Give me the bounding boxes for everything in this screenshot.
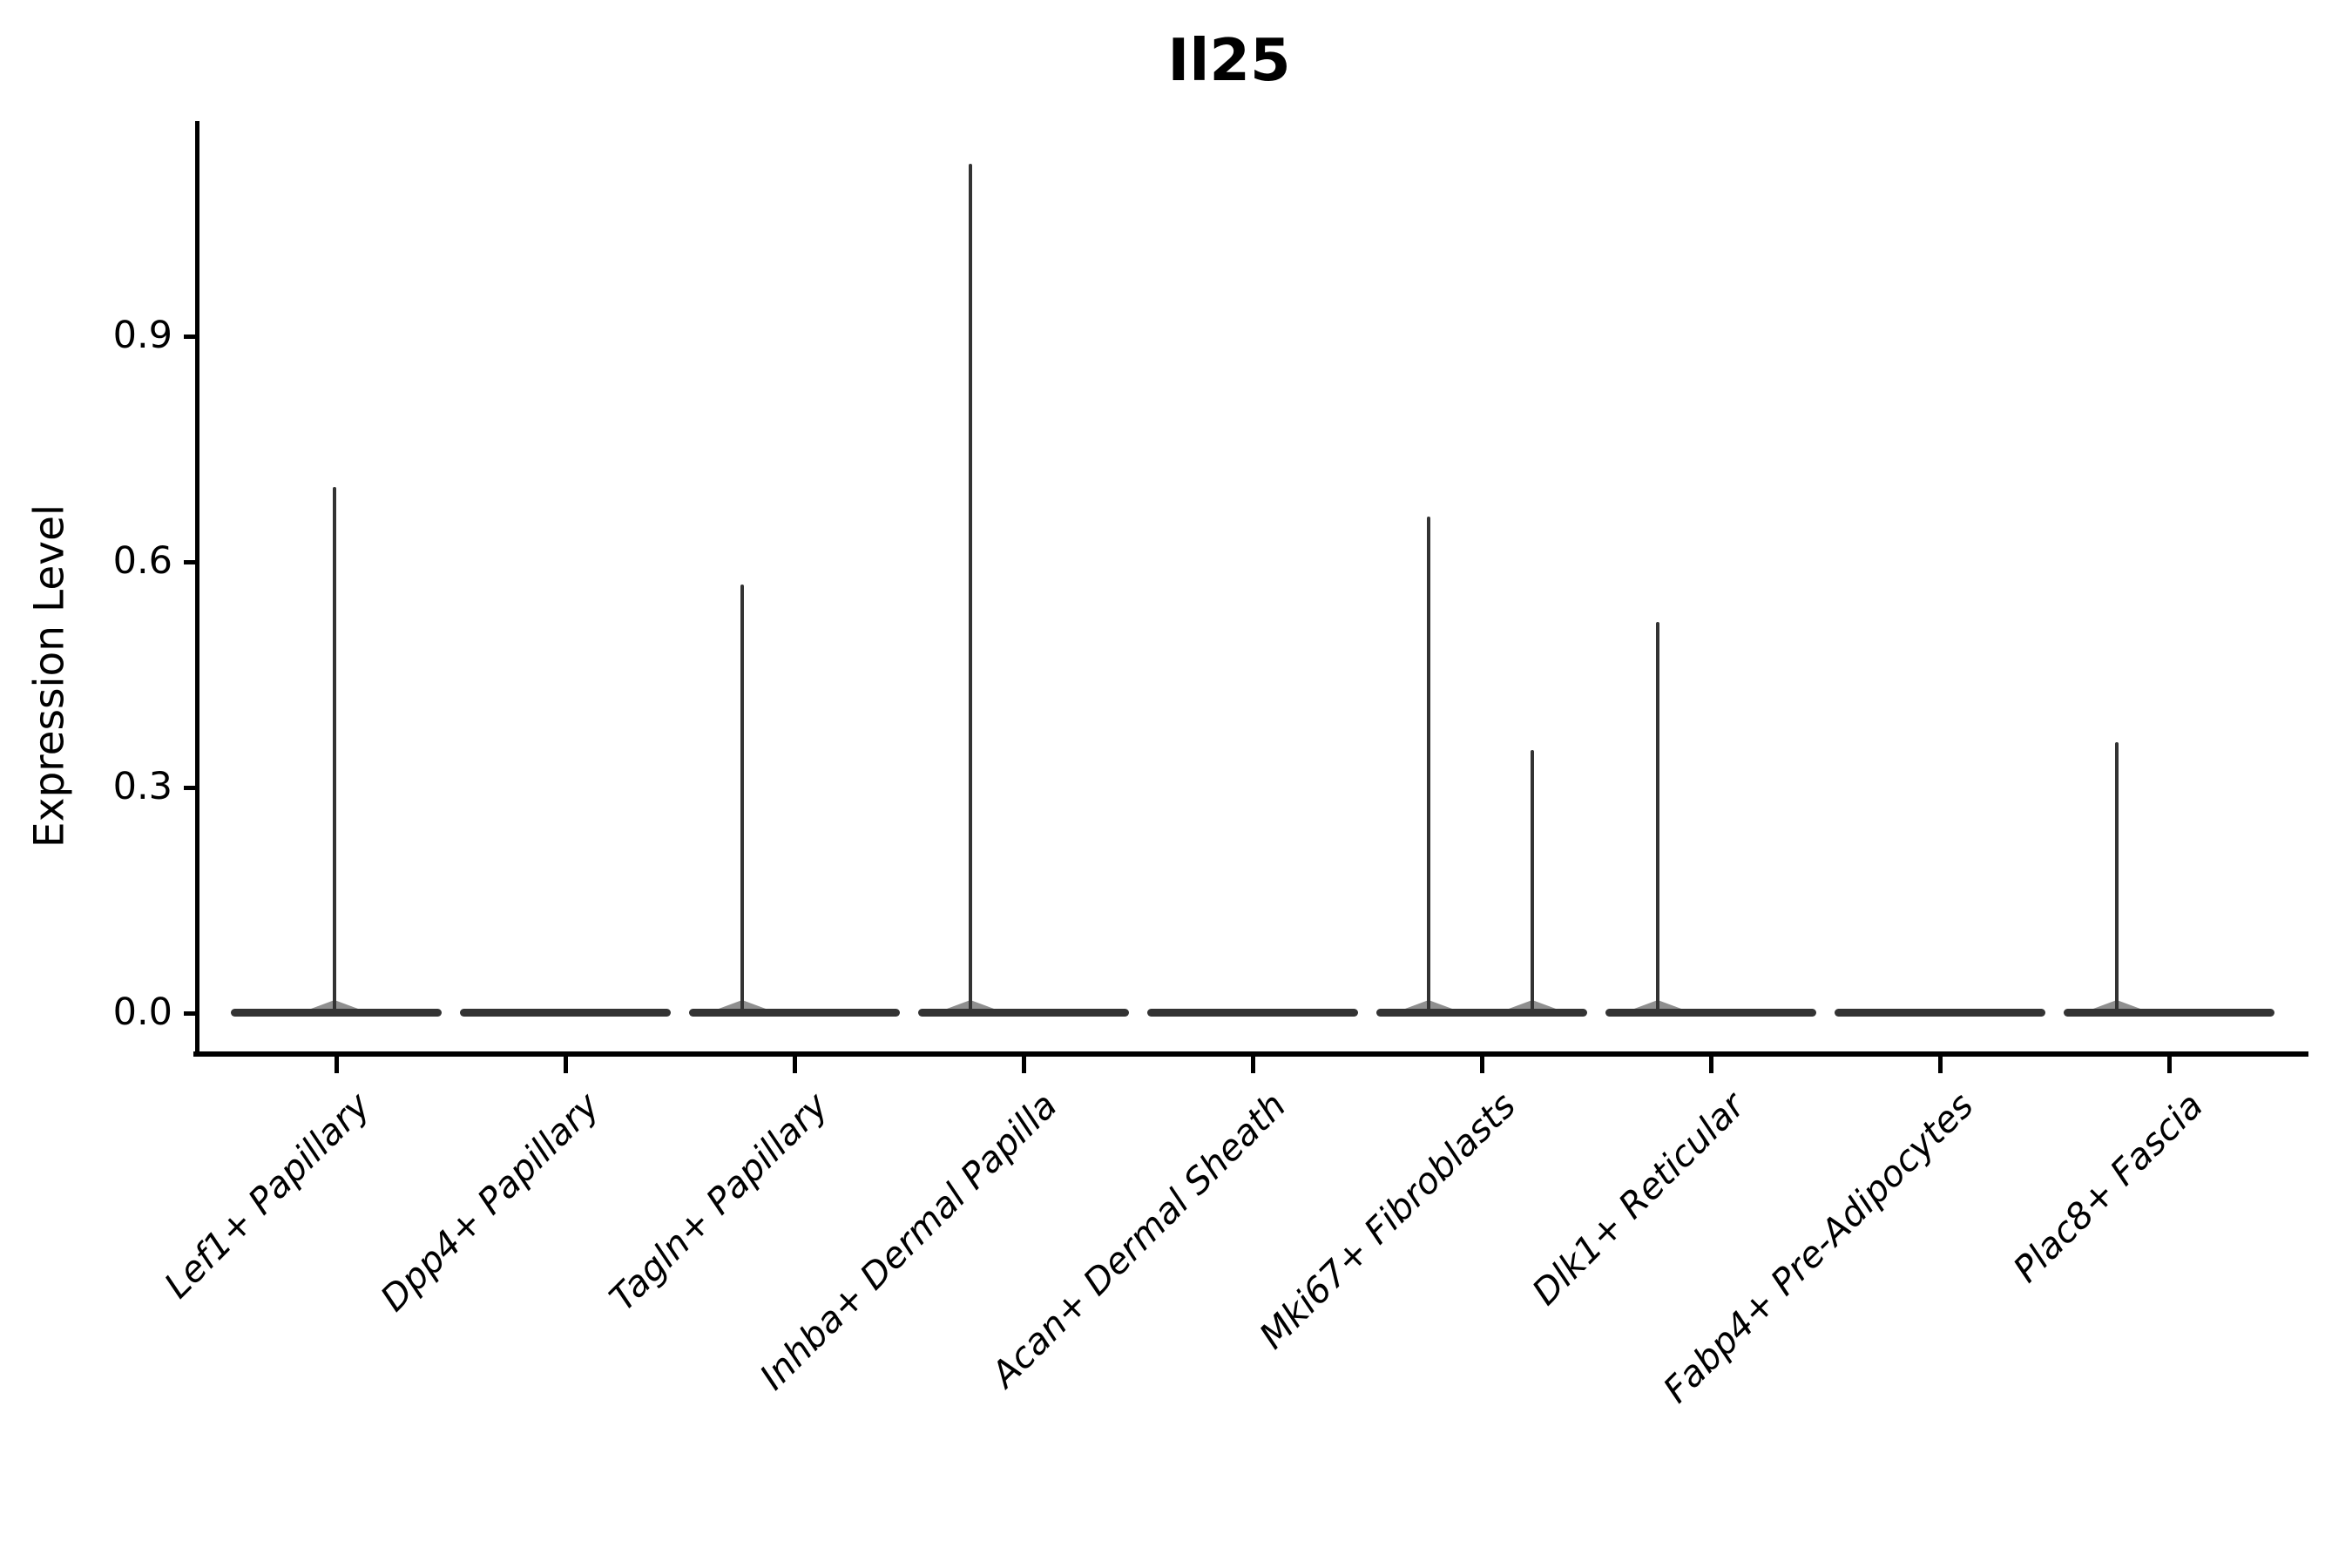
x-tick-mark [1479, 1057, 1484, 1073]
x-tick-mark [792, 1057, 797, 1073]
x-tick-label: Lef1+ Papillary [156, 1084, 378, 1307]
violin-spike [1427, 517, 1430, 1013]
violin-bar [918, 1009, 1129, 1017]
violin-spike [2115, 742, 2119, 1013]
y-tick-mark [184, 1010, 196, 1016]
y-axis-spine [195, 121, 199, 1057]
violin-bar [1147, 1009, 1358, 1017]
x-tick-label: Dlk1+ Reticular [1524, 1084, 1753, 1314]
x-tick-mark [2166, 1057, 2172, 1073]
y-tick-mark [184, 785, 196, 790]
x-tick-label: Mki67+ Fibroblasts [1251, 1084, 1524, 1357]
y-tick-label: 0.3 [112, 765, 172, 809]
violin-spike [1531, 749, 1534, 1013]
x-axis-spine [193, 1051, 2308, 1057]
x-tick-mark [563, 1057, 568, 1073]
x-tick-mark [1708, 1057, 1713, 1073]
chart-title: Il25 [1167, 26, 1291, 94]
x-tick-label: Dpp4+ Papillary [372, 1084, 607, 1320]
x-tick-label: Plac8+ Fascia [2004, 1084, 2211, 1291]
x-tick-mark [334, 1057, 339, 1073]
y-tick-mark [184, 334, 196, 339]
violin-spike [969, 163, 972, 1013]
y-tick-mark [184, 559, 196, 564]
x-tick-mark [1021, 1057, 1026, 1073]
violin-bar [231, 1009, 442, 1017]
violin-spike [740, 585, 744, 1013]
y-tick-label: 0.0 [112, 990, 172, 1034]
violin-spike [1656, 622, 1659, 1013]
y-tick-label: 0.9 [112, 314, 172, 358]
violin-bar [1835, 1009, 2045, 1017]
violin-bar [1605, 1009, 1816, 1017]
violin-bar [460, 1009, 671, 1017]
x-tick-label: Tagln+ Papillary [601, 1084, 836, 1320]
x-tick-mark [1937, 1057, 1943, 1073]
violin-bar [689, 1009, 900, 1017]
y-tick-label: 0.6 [112, 539, 172, 584]
violin-bar [1376, 1009, 1587, 1017]
violin-spike [333, 486, 336, 1013]
violin-bar [2064, 1009, 2274, 1017]
x-tick-mark [1250, 1057, 1255, 1073]
